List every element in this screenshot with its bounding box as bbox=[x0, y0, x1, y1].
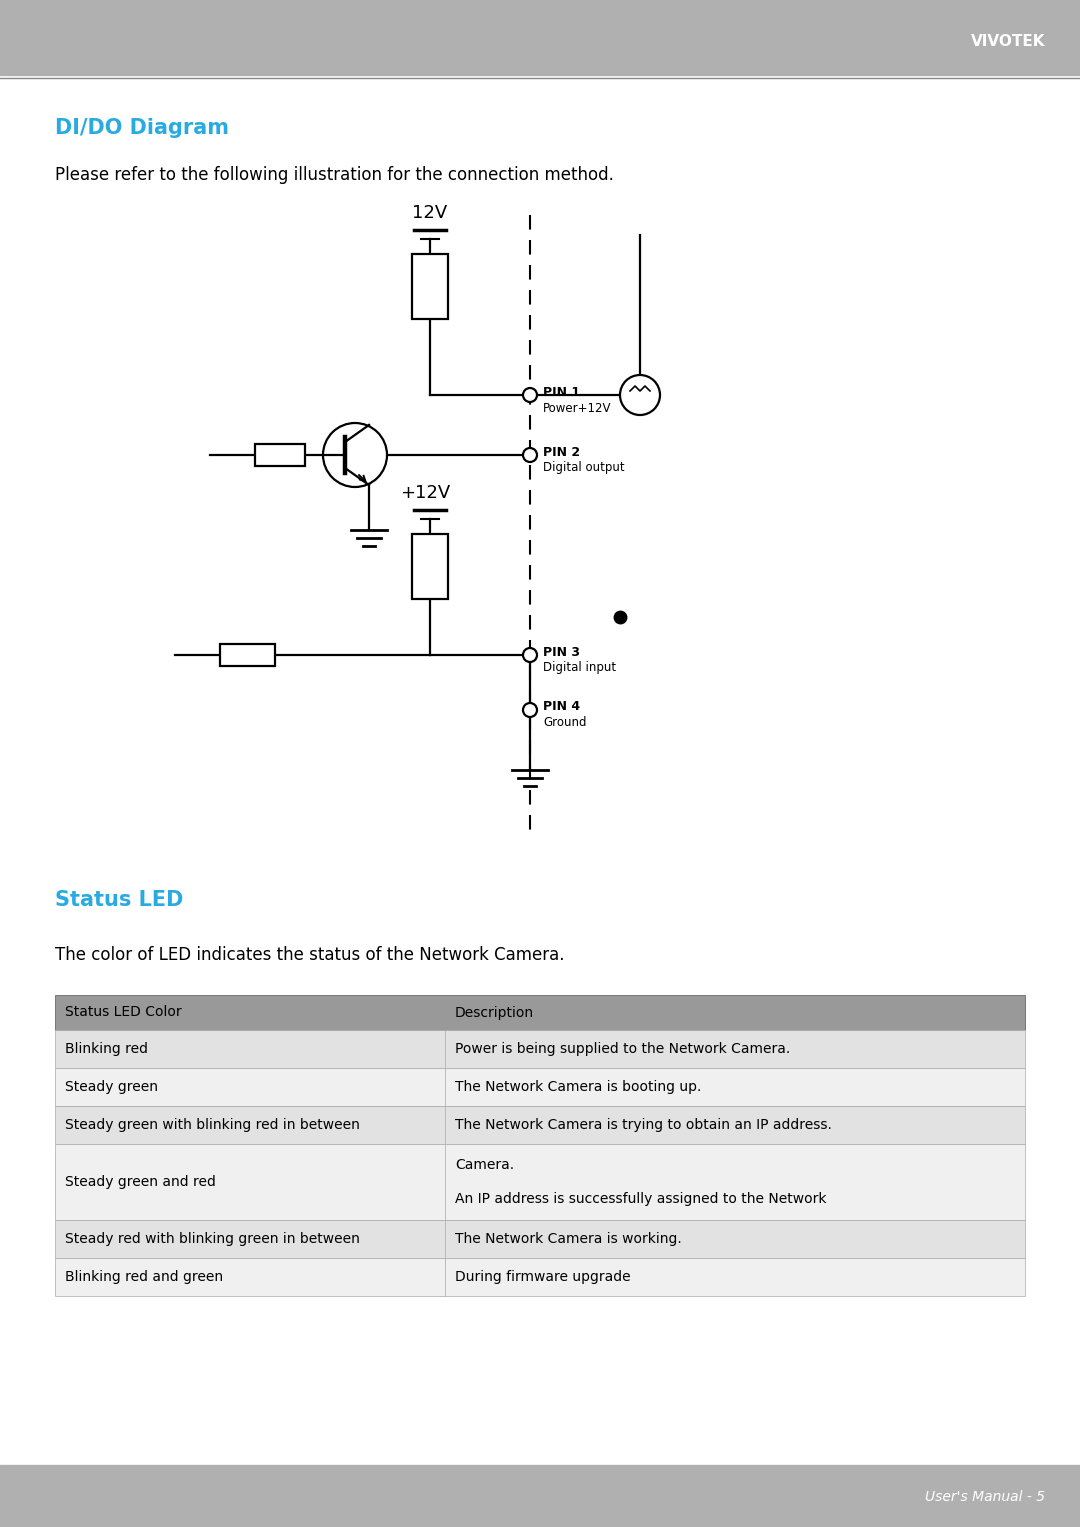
Text: Digital output: Digital output bbox=[543, 461, 624, 475]
Bar bbox=[55, 1258, 1025, 1296]
Text: Camera.: Camera. bbox=[455, 1159, 514, 1173]
Text: Power is being supplied to the Network Camera.: Power is being supplied to the Network C… bbox=[455, 1041, 791, 1057]
Text: Status LED: Status LED bbox=[55, 890, 184, 910]
Text: DI/DO Diagram: DI/DO Diagram bbox=[55, 118, 229, 137]
Text: The Network Camera is booting up.: The Network Camera is booting up. bbox=[455, 1080, 701, 1093]
Text: Steady green with blinking red in between: Steady green with blinking red in betwee… bbox=[65, 1118, 360, 1132]
Text: PIN 2: PIN 2 bbox=[543, 446, 580, 458]
Bar bbox=[0, 1464, 1080, 1527]
Circle shape bbox=[620, 376, 660, 415]
Text: Steady green: Steady green bbox=[65, 1080, 158, 1093]
Circle shape bbox=[523, 702, 537, 718]
Text: During firmware upgrade: During firmware upgrade bbox=[455, 1270, 631, 1284]
Bar bbox=[55, 1106, 1025, 1144]
Text: PIN 1: PIN 1 bbox=[543, 385, 580, 399]
Text: Status LED Color: Status LED Color bbox=[65, 1005, 181, 1020]
Circle shape bbox=[523, 647, 537, 663]
Text: 12V: 12V bbox=[413, 205, 447, 221]
Text: User's Manual - 5: User's Manual - 5 bbox=[924, 1490, 1045, 1504]
Text: Steady red with blinking green in between: Steady red with blinking green in betwee… bbox=[65, 1232, 360, 1246]
Text: The color of LED indicates the status of the Network Camera.: The color of LED indicates the status of… bbox=[55, 947, 565, 964]
Text: Blinking red: Blinking red bbox=[65, 1041, 148, 1057]
Bar bbox=[55, 1031, 1025, 1067]
Text: Ground: Ground bbox=[543, 716, 586, 730]
Circle shape bbox=[523, 388, 537, 402]
Bar bbox=[411, 534, 448, 599]
Circle shape bbox=[523, 447, 537, 463]
Text: An IP address is successfully assigned to the Network: An IP address is successfully assigned t… bbox=[455, 1191, 826, 1206]
Bar bbox=[55, 996, 1025, 1031]
Text: VIVOTEK: VIVOTEK bbox=[971, 35, 1045, 49]
Text: Description: Description bbox=[455, 1005, 535, 1020]
Bar bbox=[220, 644, 275, 666]
Text: +12V: +12V bbox=[400, 484, 450, 502]
Text: The Network Camera is trying to obtain an IP address.: The Network Camera is trying to obtain a… bbox=[455, 1118, 832, 1132]
Text: Steady green and red: Steady green and red bbox=[65, 1174, 216, 1190]
Text: Blinking red and green: Blinking red and green bbox=[65, 1270, 224, 1284]
Bar bbox=[55, 1067, 1025, 1106]
Bar bbox=[55, 1144, 1025, 1220]
Text: Please refer to the following illustration for the connection method.: Please refer to the following illustrati… bbox=[55, 166, 613, 183]
Text: Power+12V: Power+12V bbox=[543, 402, 611, 414]
Bar bbox=[411, 253, 448, 319]
Bar bbox=[255, 444, 305, 466]
Text: PIN 4: PIN 4 bbox=[543, 701, 580, 713]
Text: The Network Camera is working.: The Network Camera is working. bbox=[455, 1232, 681, 1246]
Text: PIN 3: PIN 3 bbox=[543, 646, 580, 658]
Bar bbox=[55, 1220, 1025, 1258]
Bar bbox=[0, 0, 1080, 75]
Circle shape bbox=[323, 423, 387, 487]
Text: Digital input: Digital input bbox=[543, 661, 616, 675]
